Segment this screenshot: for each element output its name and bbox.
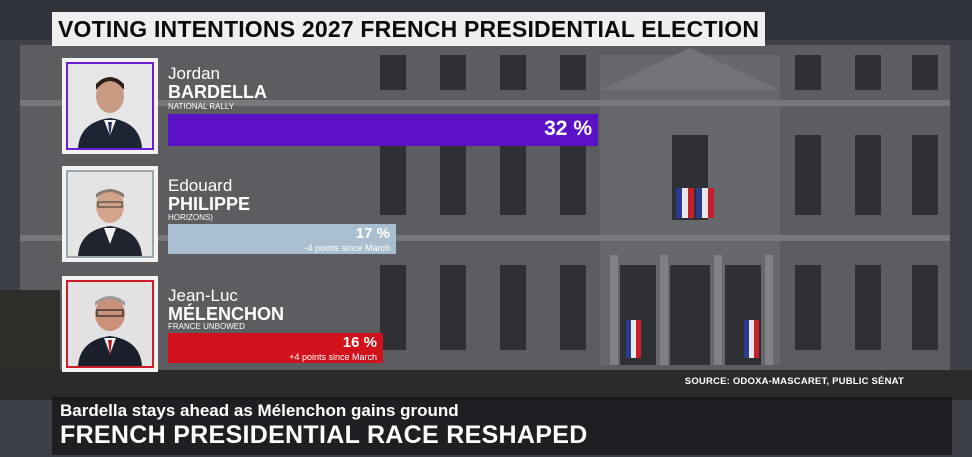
- candidate-first-name: Edouard: [168, 176, 233, 195]
- bar-value-label: 32 %: [544, 117, 592, 140]
- chart-title: VOTING INTENTIONS 2027 FRENCH PRESIDENTI…: [52, 12, 766, 46]
- candidate-last-name: BARDELLA: [168, 82, 267, 102]
- bar-philippe: 17 % -4 points since March: [168, 224, 396, 254]
- candidate-last-name: MÉLENCHON: [168, 304, 284, 324]
- candidate-party: FRANCE UNBOWED: [168, 322, 245, 331]
- portrait-icon: [68, 172, 152, 256]
- bar-melenchon: 16 % +4 points since March: [168, 333, 383, 363]
- bar-change-note: +4 points since March: [289, 352, 377, 362]
- bar-value-label: 16 %: [342, 334, 377, 351]
- lower-third-subtitle: Bardella stays ahead as Mélenchon gains …: [60, 401, 459, 420]
- candidate-party: NATIONAL RALLY: [168, 102, 235, 111]
- portrait-icon: [68, 282, 152, 366]
- candidate-party: HORIZONS): [168, 213, 213, 222]
- lower-third: Bardella stays ahead as Mélenchon gains …: [52, 397, 952, 455]
- candidate-last-name: PHILIPPE: [168, 194, 251, 214]
- bar-value-label: 17 %: [355, 225, 390, 242]
- candidate-first-name: Jean-Luc: [168, 286, 238, 305]
- bar-bardella: 32 %: [168, 114, 598, 146]
- philippe-photo: [62, 166, 158, 262]
- lower-third-headline: FRENCH PRESIDENTIAL RACE RESHAPED: [60, 421, 588, 449]
- portrait-icon: [68, 64, 152, 148]
- candidate-first-name: Jordan: [168, 64, 220, 83]
- source-credit: SOURCE: ODOXA-MASCARET, PUBLIC SÉNAT: [684, 376, 904, 387]
- bardella-photo: [62, 58, 158, 154]
- bar-change-note: -4 points since March: [304, 243, 390, 253]
- melenchon-photo: [62, 276, 158, 372]
